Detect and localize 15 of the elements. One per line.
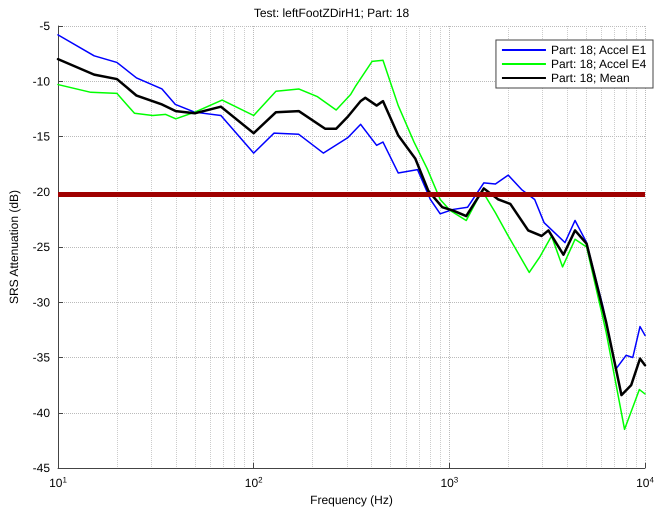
y-tick-label: -40 — [32, 406, 50, 420]
legend-label: Part: 18; Accel E4 — [550, 57, 647, 71]
y-tick-label: -45 — [32, 461, 50, 475]
y-tick-label: -20 — [32, 184, 50, 199]
y-tick-label: -10 — [32, 74, 50, 88]
chart-title: Test: leftFootZDirH1; Part: 18 — [254, 6, 410, 20]
y-tick-label: -35 — [32, 350, 50, 364]
legend-label: Part: 18; Mean — [550, 71, 630, 85]
x-axis-title: Frequency (Hz) — [310, 492, 393, 507]
y-tick-label: -15 — [32, 130, 50, 144]
y-tick-label: -30 — [32, 295, 50, 310]
legend-label: Part: 18; Accel E1 — [550, 43, 647, 57]
y-tick-label: -25 — [32, 240, 50, 254]
y-axis-title: SRS Attenuation (dB) — [7, 190, 21, 304]
y-tick-label: -5 — [39, 19, 50, 33]
